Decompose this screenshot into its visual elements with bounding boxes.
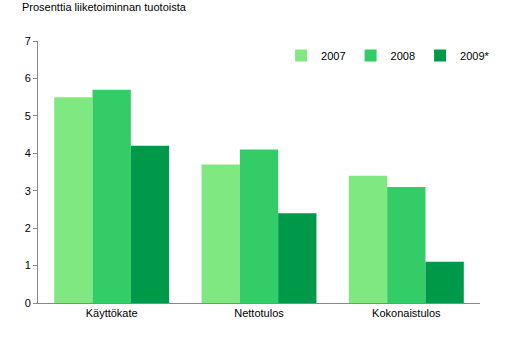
svg-text:5: 5	[25, 110, 31, 122]
svg-text:7: 7	[25, 35, 31, 47]
svg-text:1: 1	[25, 259, 31, 271]
svg-text:3: 3	[25, 185, 31, 197]
svg-text:Kokonaistulos: Kokonaistulos	[372, 307, 441, 319]
svg-text:2007: 2007	[321, 50, 345, 62]
svg-text:Nettotulos: Nettotulos	[234, 307, 284, 319]
svg-text:Käyttökate: Käyttökate	[86, 307, 138, 319]
svg-text:2: 2	[25, 222, 31, 234]
svg-text:2009*: 2009*	[460, 50, 489, 62]
svg-text:2008: 2008	[391, 50, 415, 62]
svg-text:0: 0	[25, 297, 31, 309]
svg-text:Prosenttia liiketoiminnan tuot: Prosenttia liiketoiminnan tuotoista	[22, 1, 187, 13]
svg-text:6: 6	[25, 72, 31, 84]
svg-text:4: 4	[25, 147, 31, 159]
